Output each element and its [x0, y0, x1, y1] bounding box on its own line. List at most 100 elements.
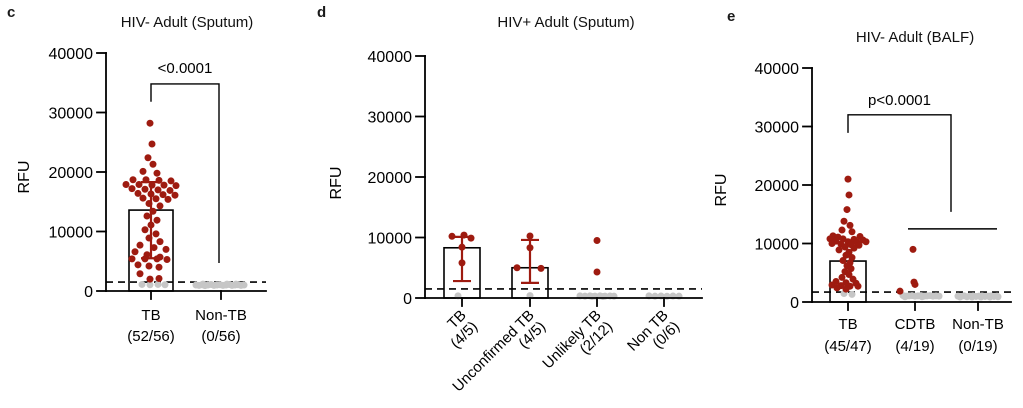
y-tick-label: 10000: [49, 225, 94, 242]
p-value-label: p<0.0001: [868, 92, 931, 109]
panel-letter-e: e: [727, 8, 736, 25]
data-point: [131, 248, 139, 256]
y-axis-label: RFU: [713, 174, 730, 207]
data-point: [458, 243, 466, 251]
data-point: [139, 194, 147, 202]
data-point: [588, 292, 596, 300]
data-point: [460, 231, 468, 239]
data-point: [911, 280, 919, 288]
data-point: [149, 207, 157, 215]
data-point: [153, 255, 161, 263]
data-point: [156, 202, 164, 210]
data-point: [152, 230, 160, 238]
data-point: [846, 221, 854, 229]
data-point: [240, 281, 248, 289]
data-point: [148, 140, 156, 148]
panel-e: 0 10000 20000 30000 40000 RFU TB (45/47) CDTB (4/…: [713, 61, 1012, 355]
data-point: [128, 185, 136, 193]
data-point: [167, 177, 175, 185]
data-point: [918, 293, 926, 301]
y-axis-label: RFU: [328, 167, 345, 200]
x-group-label: TB(4/5): [436, 307, 481, 352]
p-value-label: <0.0001: [158, 60, 213, 77]
x-group-count: (0/19): [958, 338, 997, 355]
y-tick-label: 30000: [49, 106, 94, 123]
data-point: [848, 290, 856, 298]
data-point: [134, 189, 142, 197]
data-point: [155, 176, 163, 184]
data-point: [153, 169, 161, 177]
significance: p<0.0001: [847, 92, 997, 230]
significance: <0.0001: [150, 60, 220, 264]
data-point: [153, 216, 161, 224]
data-point: [144, 154, 152, 162]
data-point: [156, 238, 164, 246]
dots-gray-Non-TB: [192, 280, 248, 290]
data-point: [599, 292, 607, 300]
data-point: [593, 268, 601, 276]
y-tick-label: 0: [403, 291, 412, 308]
data-point: [968, 293, 976, 301]
y-tick-label: 30000: [755, 120, 800, 137]
data-point: [135, 180, 143, 188]
data-point: [145, 234, 153, 242]
significance-bracket: [847, 114, 952, 212]
dots-red-TB: [122, 119, 180, 283]
axes: [415, 55, 703, 307]
data-point: [161, 281, 169, 289]
x-group-label: CDTB: [895, 316, 936, 333]
data-point: [862, 238, 870, 246]
data-point: [147, 221, 155, 229]
data-point: [199, 280, 207, 288]
data-point: [828, 240, 836, 247]
panel-title-d: HIV+ Adult (Sputum): [497, 14, 635, 31]
data-point: [896, 287, 904, 295]
data-point: [839, 256, 847, 264]
data-point: [854, 282, 862, 290]
data-point: [935, 292, 943, 300]
data-point: [145, 200, 153, 208]
data-point: [139, 167, 147, 175]
x-group-label: Non-TB: [195, 307, 247, 324]
data-point: [842, 285, 850, 293]
data-point: [847, 265, 855, 273]
panel-d: 010000200003000040000RFUTB(4/5)Unconfirm…: [328, 49, 703, 395]
data-point: [845, 271, 853, 279]
y-tick-label: 20000: [49, 165, 94, 182]
data-point: [526, 232, 534, 240]
x-group-label: Non TB(0/6): [624, 307, 683, 366]
data-point: [844, 175, 852, 183]
dots-red-CDTB: [896, 245, 919, 295]
data-point: [956, 293, 964, 301]
dots-gray-TB: [138, 280, 169, 289]
y-tick-label: 40000: [368, 49, 413, 66]
data-point: [843, 206, 851, 214]
axes: [802, 67, 1012, 311]
data-point: [850, 244, 858, 252]
data-point: [593, 237, 601, 245]
data-point: [845, 191, 853, 199]
data-point: [172, 182, 180, 190]
data-point: [909, 245, 917, 253]
y-tick-label: 40000: [755, 61, 800, 78]
data-point: [154, 280, 162, 288]
data-point: [526, 244, 534, 252]
data-point: [513, 264, 521, 272]
data-point: [141, 185, 149, 193]
y-tick-label: 10000: [368, 231, 413, 248]
data-point: [154, 186, 162, 194]
data-point: [134, 261, 142, 269]
dots-red-TB: [448, 231, 475, 267]
data-point: [129, 176, 137, 184]
x-group-count: (4/19): [895, 338, 934, 355]
data-point: [986, 293, 994, 301]
data-point: [163, 255, 171, 263]
data-point: [150, 244, 158, 252]
dots-gray-Non-TB: [954, 292, 1002, 301]
panel-title-c: HIV- Adult (Sputum): [120, 14, 254, 31]
data-point: [145, 262, 153, 270]
data-point: [152, 195, 160, 203]
data-point: [840, 217, 848, 225]
x-group-label: Non-TB: [952, 316, 1004, 333]
data-point: [171, 191, 179, 199]
